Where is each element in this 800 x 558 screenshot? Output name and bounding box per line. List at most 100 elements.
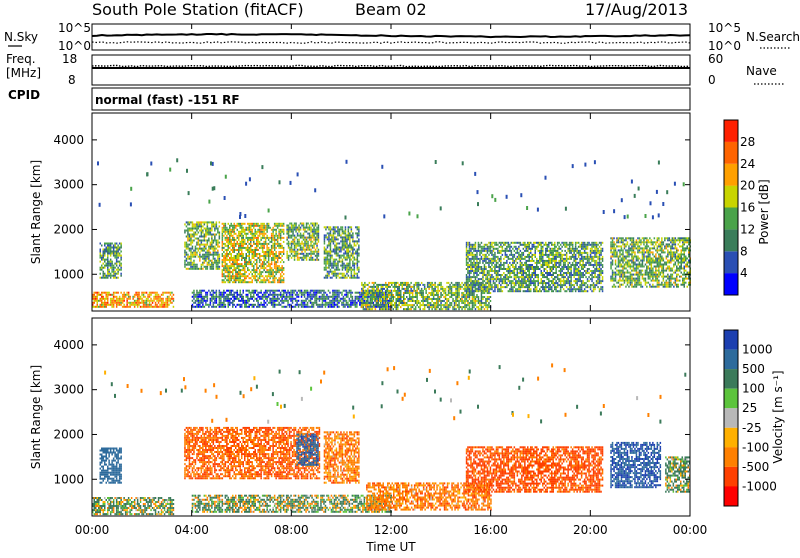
heatmap-cell — [108, 263, 110, 265]
heatmap-cell — [240, 241, 242, 243]
heatmap-cell — [400, 294, 402, 296]
heatmap-cell — [196, 244, 198, 246]
heatmap-cell — [325, 226, 327, 228]
heatmap-cell — [494, 244, 496, 246]
heatmap-cell — [309, 239, 311, 241]
heatmap-cell — [396, 290, 398, 292]
heatmap-cell — [342, 249, 344, 251]
heatmap-cell — [207, 304, 209, 306]
heatmap-cell — [196, 290, 198, 292]
heatmap-cell — [110, 243, 112, 245]
heatmap-cell — [192, 221, 194, 223]
heatmap-cell — [469, 294, 471, 296]
heatmap-cell — [289, 298, 291, 300]
heatmap-cell — [318, 239, 320, 241]
heatmap-cell — [146, 302, 148, 304]
heatmap-cell — [225, 227, 227, 229]
heatmap-cell — [237, 237, 239, 239]
heatmap-cell — [152, 306, 154, 308]
heatmap-cell — [515, 280, 517, 282]
heatmap-cell — [518, 272, 520, 274]
heatmap-cell — [479, 250, 481, 252]
heatmap-cell — [103, 302, 105, 304]
heatmap-cell — [333, 261, 335, 263]
heatmap-cell — [403, 282, 405, 284]
heatmap-cell — [526, 260, 528, 262]
heatmap-cell — [431, 292, 433, 294]
heatmap-cell — [268, 227, 270, 229]
heatmap-cell — [310, 241, 312, 243]
heatmap-cell — [316, 257, 318, 259]
heatmap-cell — [345, 265, 347, 267]
heatmap-cell — [256, 300, 258, 302]
heatmap-cell — [211, 238, 213, 240]
heatmap-cell — [313, 251, 315, 253]
heatmap-cell — [430, 298, 432, 300]
heatmap-cell — [307, 302, 309, 304]
heatmap-cell — [281, 229, 283, 231]
heatmap-cell — [448, 308, 450, 310]
heatmap-cell — [512, 282, 514, 284]
heatmap-cell — [216, 300, 218, 302]
heatmap-cell — [231, 241, 233, 243]
heatmap-cell — [514, 262, 516, 264]
heatmap-cell — [235, 306, 237, 308]
heatmap-cell — [256, 281, 258, 283]
heatmap-cell — [503, 242, 505, 244]
heatmap-cell — [443, 292, 445, 294]
heatmap-cell — [512, 272, 514, 274]
heatmap-cell — [243, 267, 245, 269]
heatmap-cell — [347, 306, 349, 308]
heatmap-cell — [189, 250, 191, 252]
heatmap-cell — [229, 251, 231, 253]
heatmap-cell — [120, 251, 122, 253]
heatmap-cell — [278, 245, 280, 247]
heatmap-cell — [500, 266, 502, 268]
heatmap-cell — [210, 304, 212, 306]
heatmap-cell — [257, 241, 259, 243]
heatmap-cell — [293, 292, 295, 294]
heatmap-cell — [436, 302, 438, 304]
heatmap-cell — [196, 225, 198, 227]
heatmap-cell — [466, 256, 468, 258]
heatmap-cell — [422, 284, 424, 286]
heatmap-cell — [424, 306, 426, 308]
heatmap-cell — [237, 265, 239, 267]
heatmap-cell — [494, 242, 496, 244]
freq-tick-bottom: 8 — [68, 73, 76, 87]
heatmap-cell — [198, 256, 200, 258]
heatmap-cell — [259, 229, 261, 231]
heatmap-cell — [454, 294, 456, 296]
heatmap-cell — [217, 252, 219, 254]
heatmap-cell — [357, 232, 359, 234]
heatmap-cell — [255, 225, 257, 227]
heatmap-cell — [114, 277, 116, 279]
heatmap-cell — [529, 258, 531, 260]
heatmap-cell — [260, 225, 262, 227]
heatmap-cell — [316, 237, 318, 239]
heatmap-cell — [409, 308, 411, 310]
heatmap-cell — [232, 229, 234, 231]
heatmap-cell — [234, 223, 236, 225]
heatmap-cell — [255, 259, 257, 261]
heatmap-cell — [451, 304, 453, 306]
heatmap-cell — [520, 286, 522, 288]
heatmap-cell — [265, 251, 267, 253]
heatmap-cell — [257, 229, 259, 231]
heatmap-cell — [201, 225, 203, 227]
heatmap-cell — [198, 292, 200, 294]
heatmap-cell — [269, 227, 271, 229]
heatmap-cell — [280, 304, 282, 306]
nave-tick-top: 60 — [708, 52, 723, 66]
heatmap-cell — [162, 306, 164, 308]
heatmap-cell — [259, 225, 261, 227]
heatmap-cell — [232, 277, 234, 279]
heatmap-cell — [241, 239, 243, 241]
heatmap-cell — [488, 278, 490, 280]
heatmap-cell — [234, 296, 236, 298]
heatmap-cell — [117, 269, 119, 271]
heatmap-cell — [204, 236, 206, 238]
heatmap-cell — [193, 264, 195, 266]
heatmap-cell — [291, 229, 293, 231]
heatmap-cell — [379, 298, 381, 300]
